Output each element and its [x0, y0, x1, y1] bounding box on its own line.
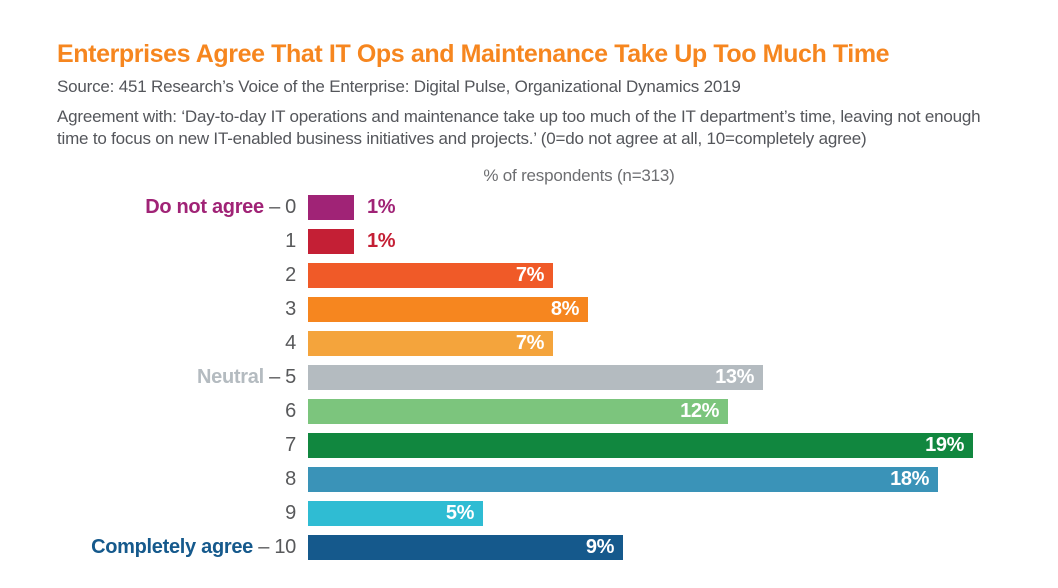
bar-value-label: 7% — [515, 332, 545, 355]
row-tick: 6 — [285, 400, 296, 423]
source-line: Source: 451 Research’s Voice of the Ente… — [57, 76, 741, 96]
row-tick: 1 — [285, 230, 296, 253]
row-annotation: Neutral — [197, 366, 264, 389]
row-tick: 8 — [285, 468, 296, 491]
bar-value-label: 19% — [925, 434, 964, 457]
bar-track: 7% — [308, 331, 1058, 357]
row-tick: 3 — [285, 298, 296, 321]
bar-track: 7% — [308, 263, 1058, 289]
description-line: Agreement with: ‘Day-to-day IT operation… — [57, 106, 981, 148]
row-tick: 2 — [285, 264, 296, 287]
chart-row: 2 7% — [57, 259, 1058, 293]
row-tick: – 5 — [263, 366, 296, 389]
bar-value-label: 1% — [367, 230, 396, 253]
chart-row: 8 18% — [57, 463, 1058, 497]
bar-value-label: 18% — [890, 468, 929, 491]
row-label: 1 — [57, 230, 296, 253]
infographic-page: Enterprises Agree That IT Ops and Mainte… — [57, 40, 1058, 565]
bar — [308, 195, 354, 221]
row-label: 6 — [57, 400, 296, 423]
row-label: Do not agree – 0 — [57, 196, 296, 219]
bar: 9% — [308, 535, 623, 561]
row-label: Completely agree – 10 — [57, 536, 296, 559]
chart-row: Completely agree – 10 9% — [57, 531, 1058, 565]
bar-track: 12% — [308, 399, 1058, 425]
row-tick: – 10 — [253, 536, 296, 559]
bar-track: 8% — [308, 297, 1058, 323]
chart-row: Neutral – 5 13% — [57, 361, 1058, 395]
bar-track: 13% — [308, 365, 1058, 391]
chart-rows: Do not agree – 0 1% 1 1% 2 7% 3 8% 4 7% Neutral – … — [57, 191, 1058, 565]
bar-chart: % of respondents (n=313) Do not agree – … — [57, 166, 1058, 565]
bar-value-label: 1% — [367, 196, 396, 219]
bar-value-label: 13% — [715, 366, 754, 389]
chart-row: 3 8% — [57, 293, 1058, 327]
bar-value-label: 5% — [445, 502, 475, 525]
chart-row: 6 12% — [57, 395, 1058, 429]
row-label: 8 — [57, 468, 296, 491]
page-title: Enterprises Agree That IT Ops and Mainte… — [57, 40, 890, 68]
bar: 7% — [308, 331, 553, 357]
row-label: 7 — [57, 434, 296, 457]
row-tick: 4 — [285, 332, 296, 355]
bar: 18% — [308, 467, 938, 493]
bar: 7% — [308, 263, 553, 289]
chart-row: 1 1% — [57, 225, 1058, 259]
row-label: 4 — [57, 332, 296, 355]
bar-value-label: 9% — [585, 536, 615, 559]
bar — [308, 229, 354, 255]
row-annotation: Completely agree — [91, 536, 254, 559]
row-tick: – 0 — [263, 196, 296, 219]
bar-track: 18% — [308, 467, 1058, 493]
bar-track: 9% — [308, 535, 1058, 561]
axis-title: % of respondents (n=313) — [483, 165, 675, 185]
bar: 5% — [308, 501, 483, 527]
chart-row: 4 7% — [57, 327, 1058, 361]
bar-value-label: 8% — [550, 298, 580, 321]
row-tick: 9 — [285, 502, 296, 525]
bar: 19% — [308, 433, 973, 459]
chart-row: 9 5% — [57, 497, 1058, 531]
chart-row: Do not agree – 0 1% — [57, 191, 1058, 225]
bar: 13% — [308, 365, 763, 391]
chart-row: 7 19% — [57, 429, 1058, 463]
bar-track: 19% — [308, 433, 1058, 459]
row-label: 3 — [57, 298, 296, 321]
row-tick: 7 — [285, 434, 296, 457]
bar: 12% — [308, 399, 728, 425]
bar-track: 1% — [308, 229, 1058, 255]
bar-track: 1% — [308, 195, 1058, 221]
bar-value-label: 7% — [515, 264, 545, 287]
row-label: Neutral – 5 — [57, 366, 296, 389]
row-label: 9 — [57, 502, 296, 525]
bar: 8% — [308, 297, 588, 323]
bar-track: 5% — [308, 501, 1058, 527]
row-annotation: Do not agree — [145, 196, 264, 219]
row-label: 2 — [57, 264, 296, 287]
bar-value-label: 12% — [680, 400, 719, 423]
